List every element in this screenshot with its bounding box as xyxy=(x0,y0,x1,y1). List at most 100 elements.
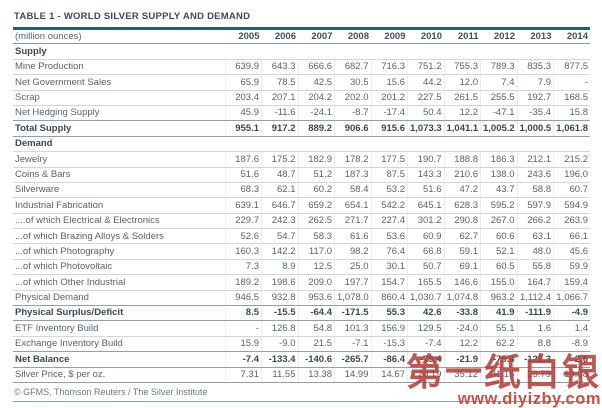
cell-industrial-fabrication-2013: 597.9 xyxy=(516,197,554,214)
cell-etf-inventory-build-2012: 55.1 xyxy=(480,320,517,337)
silver-supply-demand-table: TABLE 1 - WORLD SILVER SUPPLY AND DEMAND… xyxy=(13,6,590,402)
cell-of-which-photography-2014: 45.6 xyxy=(553,243,590,260)
cell-coins-bars-2011: 210.6 xyxy=(443,167,481,183)
cell-of-which-photography-2005: 160.3 xyxy=(224,243,262,260)
row-label: Physical Surplus/Deficit xyxy=(13,305,225,322)
row-label: ETF Inventory Build xyxy=(13,320,225,337)
cell-of-which-photovoltaic-2012: 60.5 xyxy=(480,259,517,276)
cell-net-government-sales-2007: 42.5 xyxy=(297,74,335,91)
cell-of-which-brazing-alloys-solders-2006: 54.7 xyxy=(261,228,298,245)
cell-net-hedging-supply-2007: -24.1 xyxy=(297,105,335,122)
row-exchange-inventory-build: Exchange Inventory Build 15.9 -9.0 21.5 -7.1… xyxy=(13,336,590,353)
cell-of-which-electrical-electronics-2006: 242.3 xyxy=(261,213,298,230)
cell-of-which-photovoltaic-2007: 12.5 xyxy=(297,259,335,276)
cell-coins-bars-2014: 196.0 xyxy=(553,167,590,183)
cell-etf-inventory-build-2005: - xyxy=(224,320,262,337)
cell-etf-inventory-build-2009: 156.9 xyxy=(370,320,408,337)
cell-mine-production-2007: 666.6 xyxy=(297,59,335,76)
cell-net-government-sales-2006: 78.5 xyxy=(261,74,298,91)
cell-of-which-photovoltaic-2010: 50.7 xyxy=(407,259,444,276)
row-supply: Supply xyxy=(13,43,590,60)
cell-net-balance-2005: -7.4 xyxy=(224,351,262,368)
cell-jewelry-2005: 187.6 xyxy=(224,151,262,168)
row-label: Silver Price, $ per oz. xyxy=(13,367,225,383)
cell-net-hedging-supply-2013: -35.4 xyxy=(516,105,554,122)
cell-net-balance-2009: -86.4 xyxy=(370,351,408,368)
cell-silver-price-per-oz-2013: 23.79 xyxy=(516,367,554,383)
cell-physical-demand-2010: 1,030.7 xyxy=(407,290,444,307)
cell-of-which-electrical-electronics-2007: 262.5 xyxy=(297,213,335,230)
cell-scrap-2014: 168.5 xyxy=(553,90,590,106)
cell-supply-2009 xyxy=(371,43,408,60)
cell-industrial-fabrication-2009: 542.2 xyxy=(370,197,408,214)
cell-coins-bars-2008: 187.3 xyxy=(334,167,371,183)
cell-coins-bars-2010: 143.3 xyxy=(407,167,444,183)
cell-exchange-inventory-build-2011: 12.2 xyxy=(443,336,481,353)
cell-of-which-photography-2009: 76.4 xyxy=(370,243,408,260)
cell-of-which-other-industrial-2013: 164.7 xyxy=(516,274,554,291)
cell-mine-production-2012: 789.3 xyxy=(480,59,517,76)
row-label: Exchange Inventory Build xyxy=(13,336,225,353)
row-scrap: Scrap 203.4 207.1 204.2 202.0 201.2 227.5 261.5… xyxy=(13,90,590,106)
cell-of-which-electrical-electronics-2008: 271.7 xyxy=(334,213,371,230)
cell-total-supply-2012: 1,005.2 xyxy=(480,120,517,137)
cell-silver-price-per-oz-2007: 13.38 xyxy=(297,367,335,383)
cell-supply-2006 xyxy=(261,43,298,60)
cell-physical-surplus-deficit-2005: 8.5 xyxy=(224,305,262,322)
cell-supply-2010 xyxy=(407,43,444,60)
cell-of-which-other-industrial-2005: 189.2 xyxy=(224,274,262,291)
row-label: Total Supply xyxy=(13,120,225,137)
cell-net-government-sales-2013: 7.9 xyxy=(516,74,554,91)
row-label: ....of which Electrical & Electronics xyxy=(13,213,225,230)
cell-silverware-2009: 53.2 xyxy=(370,182,408,199)
cell-of-which-photography-2008: 98.2 xyxy=(334,243,371,260)
row-label: Net Balance xyxy=(13,351,225,368)
row-of-which-photovoltaic: ...of which Photovoltaic 7.3 8.9 12.5 25.0 30… xyxy=(13,259,590,276)
row-total-supply: Total Supply 955.1 917.2 889.2 906.6 915.6 1,0… xyxy=(13,120,590,137)
row-label: Physical Demand xyxy=(13,290,225,307)
cell-of-which-photography-2010: 66.8 xyxy=(407,243,444,260)
cell-scrap-2009: 201.2 xyxy=(370,90,408,106)
cell-industrial-fabrication-2006: 646.7 xyxy=(261,197,298,214)
row-industrial-fabrication: Industrial Fabrication 639.1 646.7 659.2 654… xyxy=(13,197,590,214)
cell-of-which-photography-2013: 48.0 xyxy=(516,243,554,260)
cell-of-which-other-industrial-2007: 209.0 xyxy=(297,274,335,291)
cell-silver-price-per-oz-2011: 35.12 xyxy=(443,367,481,383)
row-of-which-other-industrial: ...of which Other Industrial 189.2 198.6 20… xyxy=(13,274,590,291)
cell-physical-surplus-deficit-2006: -15.5 xyxy=(261,305,298,322)
cell-physical-demand-2009: 860.4 xyxy=(370,290,408,307)
cell-coins-bars-2013: 243.6 xyxy=(516,167,554,183)
row-label: ...of which Photography xyxy=(13,243,225,260)
cell-etf-inventory-build-2011: -24.0 xyxy=(443,320,481,337)
cell-etf-inventory-build-2013: 1.6 xyxy=(516,320,554,337)
cell-net-balance-2013: -122.3 xyxy=(516,351,554,368)
row-net-government-sales: Net Government Sales 65.9 78.5 42.5 30.5 15.6… xyxy=(13,74,590,91)
cell-physical-surplus-deficit-2010: 42.6 xyxy=(407,305,444,322)
cell-of-which-photovoltaic-2011: 69.1 xyxy=(443,259,481,276)
cell-net-government-sales-2005: 65.9 xyxy=(224,74,262,91)
cell-scrap-2010: 227.5 xyxy=(407,90,444,106)
cell-etf-inventory-build-2014: 1.4 xyxy=(553,320,590,337)
cell-scrap-2006: 207.1 xyxy=(261,90,298,106)
row-of-which-electrical-electronics: ....of which Electrical & Electronics 229… xyxy=(13,213,590,230)
cell-of-which-electrical-electronics-2014: 263.9 xyxy=(553,213,590,230)
cell-of-which-other-industrial-2012: 155.0 xyxy=(480,274,517,291)
row-physical-surplus-deficit: Physical Surplus/Deficit 8.5 -15.5 -64.4 -17… xyxy=(13,305,590,322)
cell-of-which-other-industrial-2006: 198.6 xyxy=(261,274,298,291)
cell-demand-2013 xyxy=(517,136,554,153)
cell-jewelry-2012: 186.3 xyxy=(480,151,517,168)
cell-physical-demand-2012: 963.2 xyxy=(480,290,517,307)
row-label: Net Government Sales xyxy=(13,74,225,91)
cell-of-which-electrical-electronics-2011: 290.8 xyxy=(443,213,481,230)
cell-industrial-fabrication-2014: 594.9 xyxy=(553,197,590,214)
row-coins-bars: Coins & Bars 51.6 48.7 51.2 187.3 87.5 143.3 21… xyxy=(13,167,590,183)
row-physical-demand: Physical Demand 946.5 932.8 953.6 1,078.0 860… xyxy=(13,290,590,307)
cell-net-balance-2006: -133.4 xyxy=(261,351,298,368)
cell-mine-production-2008: 682.7 xyxy=(334,59,371,76)
year-header-2007: 2007 xyxy=(298,28,335,45)
cell-industrial-fabrication-2007: 659.2 xyxy=(297,197,335,214)
cell-silverware-2006: 62.1 xyxy=(261,182,298,199)
cell-of-which-electrical-electronics-2005: 229.7 xyxy=(224,213,262,230)
cell-of-which-brazing-alloys-solders-2011: 62.7 xyxy=(443,228,481,245)
row-etf-inventory-build: ETF Inventory Build -126.8 54.8 101.3 156.9 1… xyxy=(13,320,590,337)
